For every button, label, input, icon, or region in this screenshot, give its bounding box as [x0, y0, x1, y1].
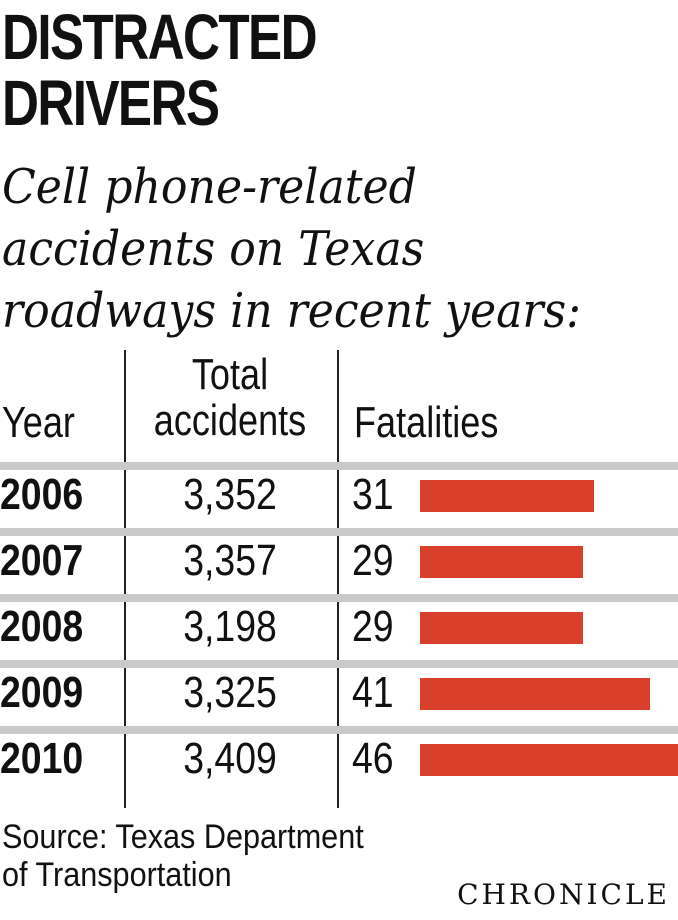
publisher-credit: CHRONICLE [457, 878, 670, 911]
fatalities-value: 41 [352, 668, 394, 717]
year-label: 2010 [0, 734, 84, 783]
fatalities-bar [420, 678, 650, 710]
total-accidents-value: 3,352 [183, 470, 277, 519]
row-separator [0, 528, 678, 536]
header-year: Year [2, 398, 75, 447]
column-divider-total [337, 350, 339, 808]
table-row: 2008 3,198 29 [0, 594, 678, 652]
table-row: 2009 3,325 41 [0, 660, 678, 718]
header-total-line-1: Total [191, 350, 269, 399]
header-fatalities: Fatalities [354, 398, 499, 447]
row-separator [0, 462, 678, 470]
year-label: 2009 [0, 668, 84, 717]
fatalities-bar [420, 480, 594, 512]
row-separator [0, 660, 678, 668]
source-line-1: Source: Texas Department [2, 818, 364, 856]
source-note: Source: Texas Department of Transportati… [2, 818, 364, 894]
total-accidents-value: 3,409 [183, 734, 277, 783]
fatalities-bar [420, 744, 678, 776]
subtitle-line-3: roadways in recent years: [2, 283, 582, 339]
header-total-line-2: accidents [153, 396, 307, 445]
chart-title-line-2: DRIVERS [2, 67, 220, 139]
fatalities-bar [420, 546, 583, 578]
table-row: 2006 3,352 31 [0, 462, 678, 520]
fatalities-bar [420, 612, 583, 644]
total-accidents-value: 3,357 [183, 536, 277, 585]
year-label: 2007 [0, 536, 84, 585]
chart-title-line-1: DISTRACTED [2, 1, 318, 73]
row-separator [0, 726, 678, 734]
subtitle-line-1: Cell phone-related [2, 159, 417, 215]
fatalities-value: 31 [352, 470, 394, 519]
year-label: 2008 [0, 602, 84, 651]
subtitle-line-2: accidents on Texas [2, 221, 425, 277]
table-row: 2007 3,357 29 [0, 528, 678, 586]
column-divider-year [124, 350, 126, 808]
fatalities-value: 29 [352, 602, 394, 651]
fatalities-table: Year Total accidents Fatalities 2006 3,35… [0, 340, 678, 808]
chart-subtitle: Cell phone-related accidents on Texas ro… [2, 156, 581, 342]
year-label: 2006 [0, 470, 84, 519]
table-row: 2010 3,409 46 [0, 726, 678, 784]
source-line-2: of Transportation [2, 856, 232, 894]
total-accidents-value: 3,198 [183, 602, 277, 651]
total-accidents-value: 3,325 [183, 668, 277, 717]
fatalities-value: 29 [352, 536, 394, 585]
row-separator [0, 594, 678, 602]
fatalities-value: 46 [352, 734, 394, 783]
chart-title: DISTRACTED DRIVERS [2, 1, 318, 139]
